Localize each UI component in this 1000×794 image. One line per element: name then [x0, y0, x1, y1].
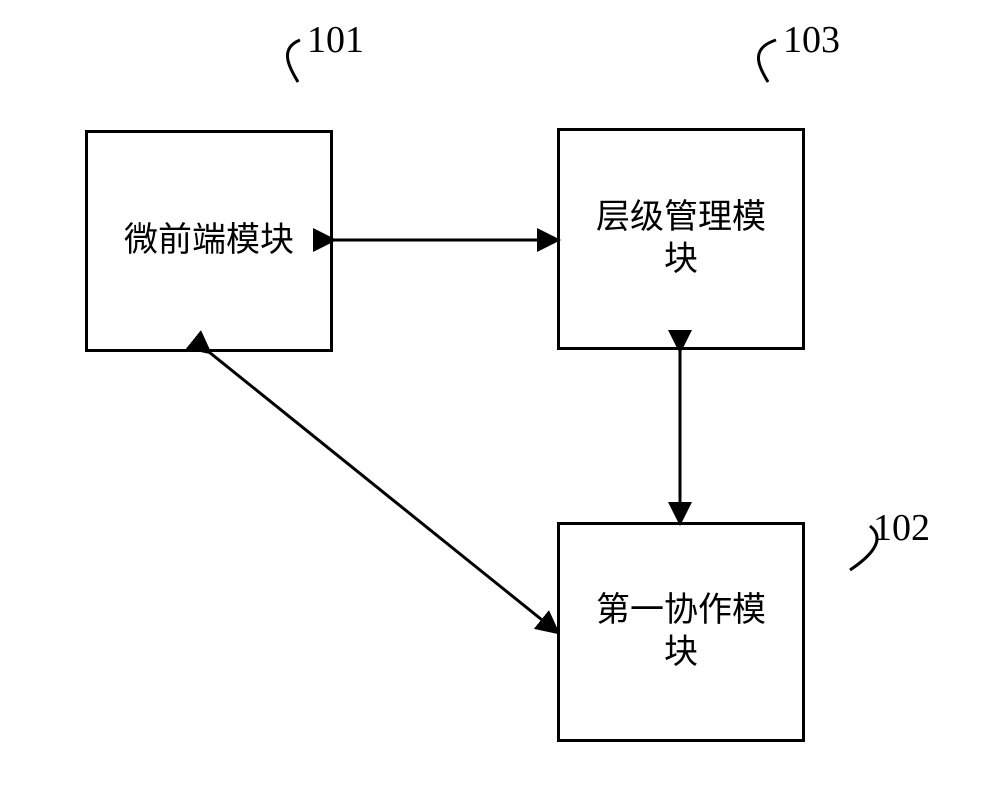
- callout-label-102: 102: [873, 506, 930, 550]
- diagram-canvas: 微前端模块 层级管理模块 第一协作模块 101 103 102: [0, 0, 1000, 794]
- node-label: 微前端模块: [124, 220, 294, 263]
- node-label: 第一协作模块: [596, 590, 766, 675]
- callout-curve-101: [287, 40, 300, 82]
- edge-101-102: [209, 352, 557, 632]
- node-first-collaboration: 第一协作模块: [557, 522, 805, 742]
- node-hierarchy-management: 层级管理模块: [557, 128, 805, 350]
- node-label: 层级管理模块: [596, 197, 766, 282]
- callout-curve-103: [758, 40, 776, 82]
- connector-layer: [0, 0, 1000, 794]
- callout-label-103: 103: [783, 18, 840, 62]
- callout-label-101: 101: [307, 18, 364, 62]
- node-micro-frontend: 微前端模块: [85, 130, 333, 352]
